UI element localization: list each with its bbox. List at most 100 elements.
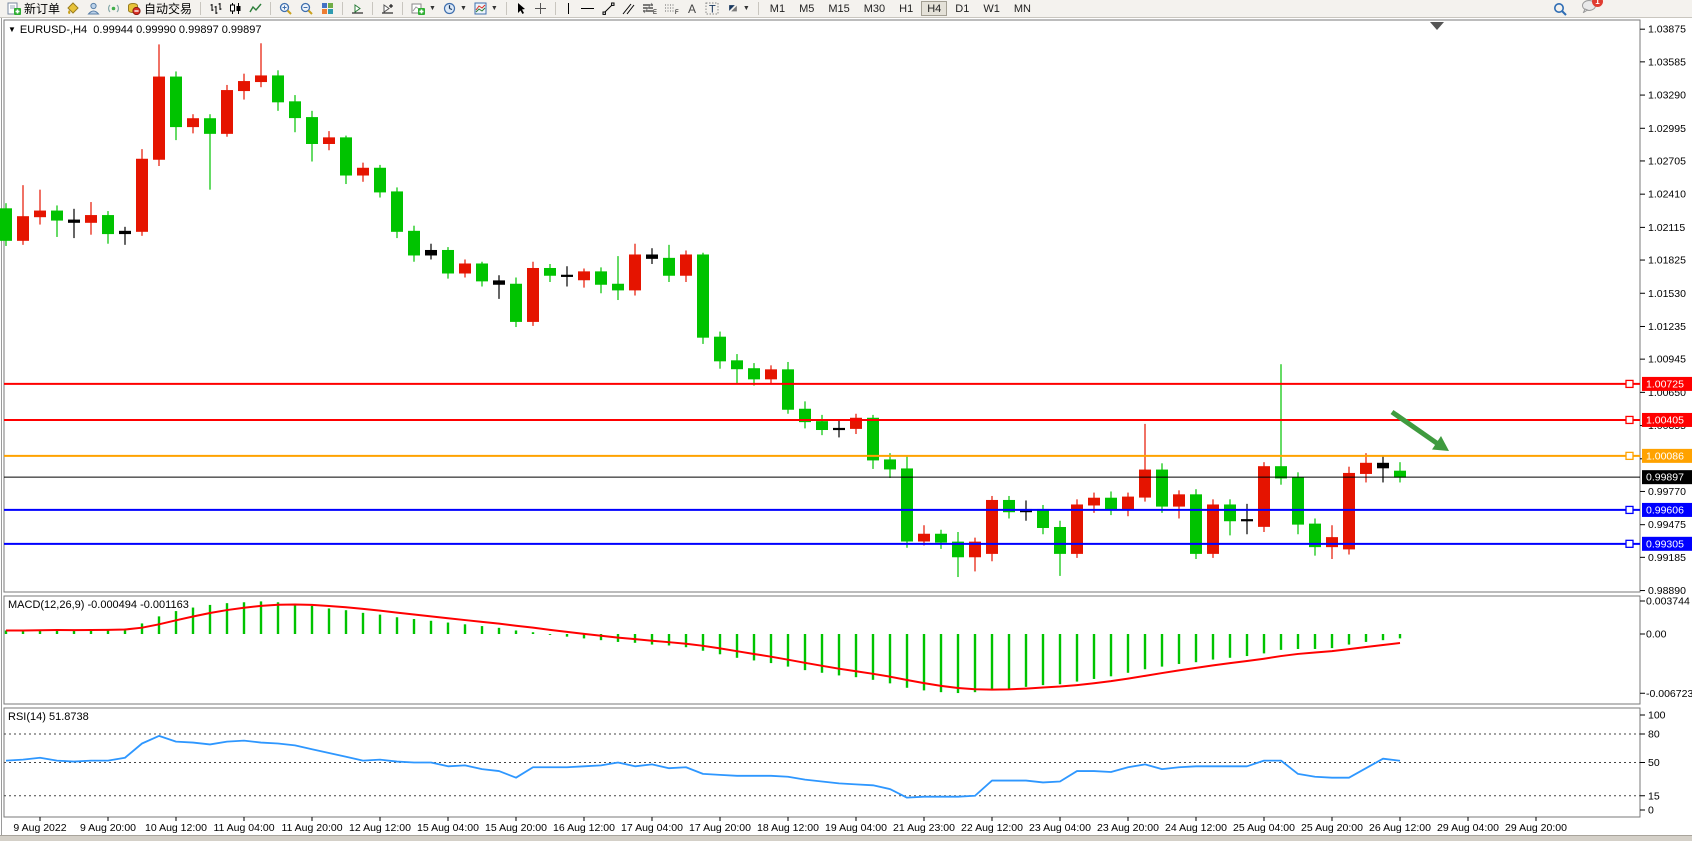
- time-tick: 10 Aug 12:00: [145, 822, 207, 834]
- timeframe-M1[interactable]: M1: [764, 1, 791, 16]
- candle-body: [646, 254, 658, 259]
- svg-text:F: F: [675, 10, 679, 15]
- svg-text:0.99305: 0.99305: [1646, 538, 1684, 550]
- autotrade-button[interactable]: 自动交易: [124, 1, 195, 17]
- time-tick: 15 Aug 20:00: [485, 822, 547, 834]
- bar-chart-icon: [209, 2, 222, 15]
- time-tick: 24 Aug 12:00: [1165, 822, 1227, 834]
- chart-symbol-period: EURUSD-,H4: [19, 24, 88, 36]
- clock-icon: [443, 2, 456, 15]
- chevron-down-icon: ▼: [429, 5, 436, 12]
- candle-body: [969, 541, 981, 558]
- candle-body: [544, 267, 556, 276]
- time-tick: 18 Aug 12:00: [757, 822, 819, 834]
- templates-button[interactable]: ▼: [471, 1, 501, 17]
- candle-body: [595, 271, 607, 285]
- time-tick: 17 Aug 20:00: [689, 822, 751, 834]
- toolbar: 新订单 自动交易 ▼ ▼ ▼: [0, 0, 1692, 18]
- chart-shift-marker-icon[interactable]: [1430, 22, 1444, 30]
- chevron-down-icon: ▼: [490, 5, 498, 12]
- profile-icon: [87, 2, 100, 15]
- candle-body: [425, 249, 437, 256]
- autotrade-label: 自动交易: [144, 2, 193, 16]
- indicators-button[interactable]: ▼: [408, 1, 439, 17]
- candle-body: [510, 283, 522, 322]
- candle-body: [187, 118, 199, 128]
- candle-body: [272, 75, 284, 103]
- timeframe-MN[interactable]: MN: [1008, 1, 1037, 16]
- chat-button[interactable]: 1: [1581, 0, 1603, 18]
- timeframe-M30[interactable]: M30: [858, 1, 891, 16]
- line-chart-button[interactable]: [246, 1, 265, 17]
- new-order-button[interactable]: 新订单: [4, 1, 63, 17]
- candle-body: [1003, 499, 1015, 513]
- time-tick: 9 Aug 2022: [13, 822, 66, 834]
- fibonacci-retracement-button[interactable]: E: [639, 1, 660, 17]
- new-order-label: 新订单: [24, 2, 61, 16]
- toolbar-separator: [342, 2, 344, 15]
- horizontal-line-button[interactable]: [577, 1, 598, 17]
- zoom-out-button[interactable]: [297, 1, 317, 17]
- periods-button[interactable]: ▼: [440, 1, 470, 17]
- candle-body: [323, 137, 335, 144]
- search-button[interactable]: [1550, 1, 1571, 17]
- svg-text:1.00086: 1.00086: [1646, 450, 1684, 462]
- timeframe-D1[interactable]: D1: [949, 1, 975, 16]
- vertical-line-button[interactable]: [561, 1, 576, 17]
- line-handle[interactable]: [1625, 415, 1634, 425]
- macd-name: MACD(12,26,9): [8, 599, 85, 611]
- equidistant-channel-icon: [622, 2, 635, 15]
- candle-body: [17, 216, 29, 241]
- time-tick: 16 Aug 12:00: [553, 822, 615, 834]
- chevron-down-icon: ▼: [742, 5, 750, 12]
- candle-body: [867, 417, 879, 461]
- timeframe-W1[interactable]: W1: [977, 1, 1006, 16]
- search-icon: [1553, 2, 1568, 16]
- chart-canvas[interactable]: 1.03875 1.03585 1.03290 1.02995 1.02705 1.024…: [0, 18, 1692, 841]
- price-level-label: [1642, 536, 1692, 551]
- candle-body: [748, 368, 760, 380]
- trendline-button[interactable]: [599, 1, 618, 17]
- indicators-icon: [411, 2, 426, 15]
- auto-scroll-button[interactable]: [348, 1, 367, 17]
- symbol-dropdown-icon[interactable]: ▼: [8, 25, 16, 34]
- timeframe-H1[interactable]: H1: [893, 1, 919, 16]
- candle-body: [221, 90, 233, 134]
- candle-body: [1071, 504, 1083, 554]
- crosshair-button[interactable]: [531, 1, 550, 17]
- candle-body: [986, 499, 998, 554]
- rsi-axis-label: 15: [1648, 790, 1660, 802]
- candle-body: [102, 215, 114, 235]
- text-label-button[interactable]: T: [702, 1, 722, 17]
- line-handle[interactable]: [1625, 379, 1634, 389]
- chart-shift-button[interactable]: [378, 1, 397, 17]
- price-level-label: [1642, 448, 1692, 463]
- candlestick-chart-button[interactable]: [226, 1, 245, 17]
- line-handle[interactable]: [1625, 505, 1634, 515]
- text-button[interactable]: A: [683, 1, 701, 17]
- cursor-button[interactable]: [512, 1, 530, 17]
- line-handle[interactable]: [1625, 451, 1634, 461]
- paint-bucket-button[interactable]: [64, 1, 83, 17]
- candle-body: [442, 249, 454, 274]
- bar-chart-button[interactable]: [206, 1, 225, 17]
- price-tick: 0.99770: [1648, 486, 1686, 498]
- arrow-annotation[interactable]: [1390, 409, 1440, 447]
- new-order-icon: [7, 2, 21, 15]
- time-tick: 25 Aug 20:00: [1301, 822, 1363, 834]
- fibonacci-expansion-button[interactable]: F: [661, 1, 682, 17]
- timeframe-H4[interactable]: H4: [921, 1, 948, 16]
- candle-body: [850, 417, 862, 429]
- line-handle[interactable]: [1625, 539, 1634, 548]
- arrows-button[interactable]: ▼: [723, 1, 753, 17]
- tile-windows-button[interactable]: [318, 1, 337, 17]
- price-tick: 1.01235: [1648, 321, 1686, 333]
- timeframe-M15[interactable]: M15: [822, 1, 855, 16]
- zoom-in-button[interactable]: [276, 1, 296, 17]
- timeframe-M5[interactable]: M5: [793, 1, 820, 16]
- signals-button[interactable]: [104, 1, 123, 17]
- panel-border: [3, 19, 1641, 593]
- candle-body: [238, 81, 250, 92]
- equidistant-channel-button[interactable]: [619, 1, 638, 17]
- profile-button[interactable]: [84, 1, 103, 17]
